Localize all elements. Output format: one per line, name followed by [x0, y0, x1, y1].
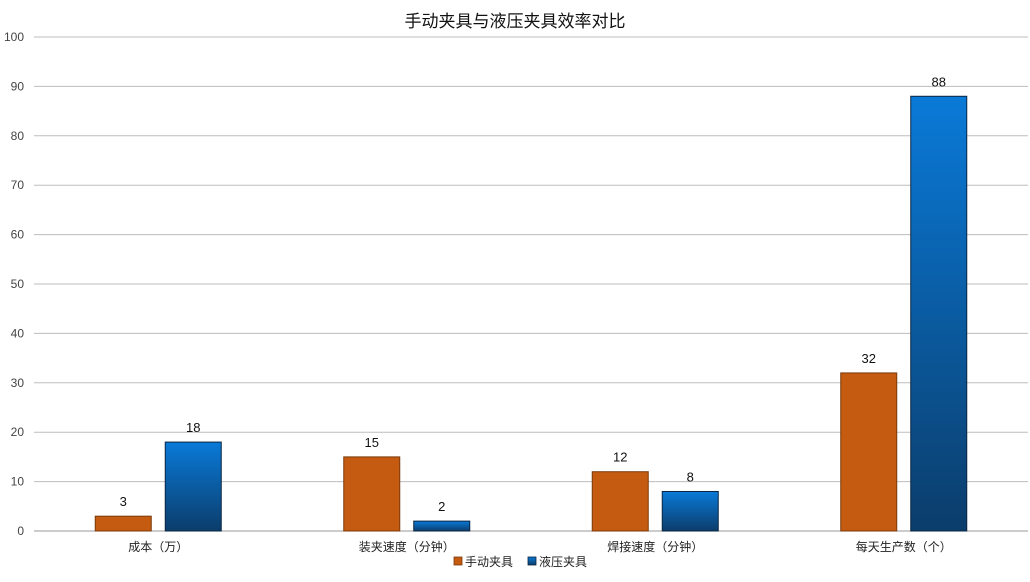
bar-hydraulic — [164, 441, 222, 532]
bar-hydraulic — [413, 520, 471, 532]
bar-manual — [343, 456, 401, 532]
y-tick-label: 80 — [11, 129, 25, 143]
y-axis-ticks: 0 10 20 30 40 50 60 70 80 90 100 — [4, 30, 24, 538]
bar-value-label: 12 — [613, 450, 627, 465]
legend-swatch-manual — [453, 556, 463, 566]
bar-value-label: 3 — [120, 494, 127, 509]
legend-label: 手动夹具 — [465, 555, 513, 569]
x-axis-categories: 成本（万） 装夹速度（分钟） 焊接速度（分钟） 每天生产数（个） — [128, 539, 952, 554]
bar-value-label: 32 — [862, 351, 876, 366]
y-tick-label: 70 — [11, 178, 25, 192]
bar-value-label: 8 — [687, 469, 694, 484]
bar-value-label: 15 — [365, 435, 379, 450]
bar-manual — [591, 471, 649, 532]
legend-swatch-hydraulic — [527, 556, 537, 566]
bar-hydraulic — [910, 95, 968, 532]
bar-value-label: 18 — [186, 420, 200, 435]
y-tick-label: 90 — [11, 79, 25, 93]
legend-label: 液压夹具 — [539, 554, 587, 569]
y-tick-label: 60 — [11, 228, 25, 242]
y-tick-label: 10 — [11, 475, 25, 489]
bar-value-label: 88 — [932, 74, 946, 89]
bar-manual — [94, 515, 152, 532]
y-tick-label: 40 — [11, 326, 25, 340]
bar-hydraulic — [661, 490, 719, 532]
x-category-label: 焊接速度（分钟） — [607, 539, 703, 554]
chart-title: 手动夹具与液压夹具效率对比 — [405, 12, 626, 32]
y-tick-label: 20 — [11, 425, 25, 439]
y-tick-label: 50 — [11, 277, 25, 291]
bar-value-label: 2 — [438, 499, 445, 514]
x-category-label: 成本（万） — [128, 540, 188, 554]
bar-manual — [840, 372, 898, 532]
y-tick-label: 30 — [11, 376, 25, 390]
legend: 手动夹具 液压夹具 — [453, 554, 587, 569]
y-tick-label: 0 — [17, 524, 24, 538]
bars — [94, 95, 968, 532]
data-labels: 3 18 15 2 12 8 32 88 — [120, 74, 946, 514]
x-category-label: 装夹速度（分钟） — [359, 539, 455, 554]
y-tick-label: 100 — [4, 30, 24, 44]
x-category-label: 每天生产数（个） — [856, 539, 952, 554]
